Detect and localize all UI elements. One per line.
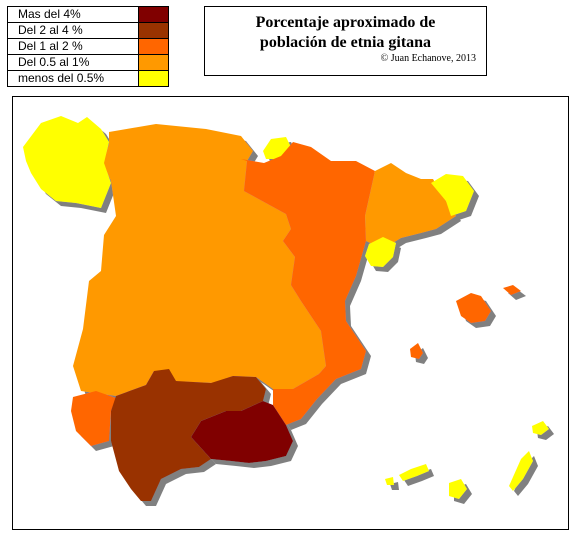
map-credit: © Juan Echanove, 2013 xyxy=(380,53,476,64)
legend-swatch xyxy=(139,55,168,70)
island-gran-canaria xyxy=(449,479,467,499)
title-box: Porcentaje aproximado de población de et… xyxy=(204,6,487,76)
map-title: Porcentaje aproximado de población de et… xyxy=(205,13,486,53)
title-line-2: población de etnia gitana xyxy=(259,34,432,51)
legend-swatch xyxy=(139,23,168,38)
spain-map xyxy=(23,116,549,501)
region-andalucia-oeste xyxy=(111,369,266,501)
title-line-1: Porcentaje aproximado de xyxy=(255,14,436,31)
legend-label: Mas del 4% xyxy=(8,7,139,22)
region-castilla-centro xyxy=(73,124,326,396)
canarias-islands xyxy=(385,421,549,499)
map-frame xyxy=(12,96,569,530)
region-granada-almeria xyxy=(191,401,293,463)
region-girona xyxy=(431,174,474,216)
legend-label: menos del 0.5% xyxy=(8,71,139,86)
legend-swatch xyxy=(139,71,168,86)
region-galicia xyxy=(23,116,111,208)
legend-label: Del 0.5 al 1% xyxy=(8,55,139,70)
legend-item: Del 1 al 2 % xyxy=(8,39,168,55)
island-fuerteventura xyxy=(509,451,533,491)
legend-swatch xyxy=(139,7,168,22)
legend-label: Del 2 al 4 % xyxy=(8,23,139,38)
legend-swatch xyxy=(139,39,168,54)
island-menorca xyxy=(503,285,521,295)
peninsula xyxy=(23,116,474,501)
island-mallorca xyxy=(456,293,491,323)
region-este xyxy=(241,142,375,425)
legend-label: Del 1 al 2 % xyxy=(8,39,139,54)
legend-item: Del 2 al 4 % xyxy=(8,23,168,39)
legend-item: menos del 0.5% xyxy=(8,71,168,86)
island-la-gomera xyxy=(385,477,394,485)
island-lanzarote xyxy=(532,421,549,435)
region-tarragona xyxy=(365,237,396,267)
legend-item: Mas del 4% xyxy=(8,7,168,23)
island-ibiza xyxy=(410,343,423,359)
map-legend: Mas del 4% Del 2 al 4 % Del 1 al 2 % Del… xyxy=(7,6,169,87)
legend-item: Del 0.5 al 1% xyxy=(8,55,168,71)
island-tenerife xyxy=(399,464,429,481)
region-huelva xyxy=(71,391,116,446)
baleares-islands xyxy=(410,285,521,359)
region-cataluna xyxy=(365,163,456,249)
